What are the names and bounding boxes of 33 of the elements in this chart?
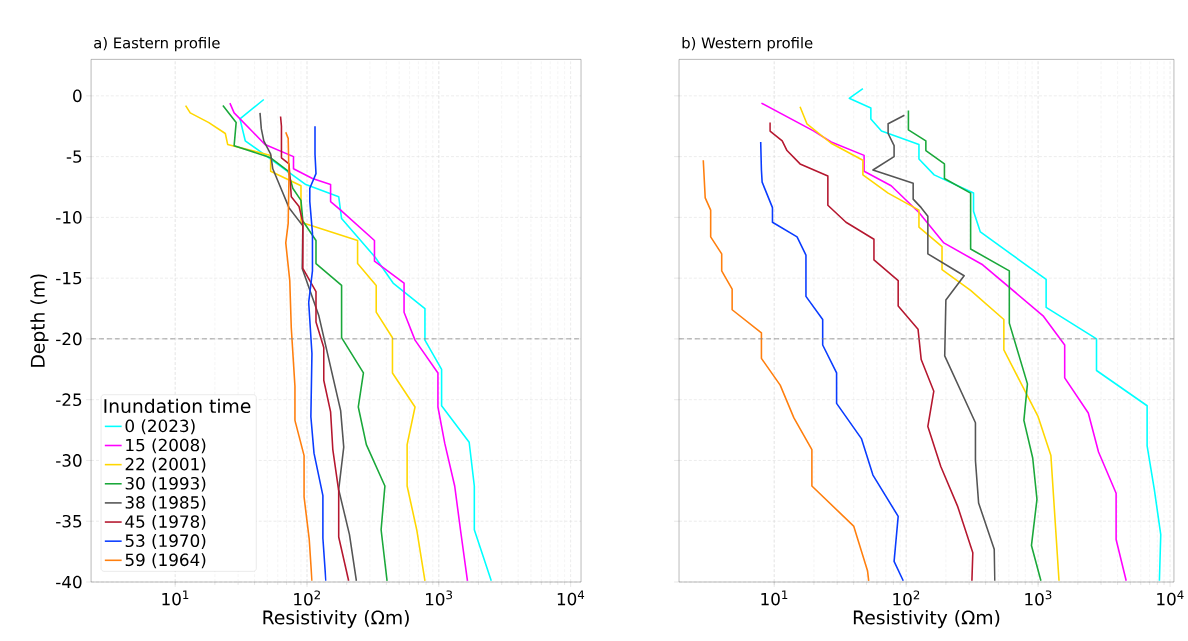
y-tick-label: -5: [66, 150, 82, 163]
legend-label: 38 (1985): [125, 495, 206, 511]
chart-title: b) Western profile: [682, 36, 813, 52]
legend-label: 59 (1964): [125, 553, 206, 568]
legend-title: Inundation time: [104, 398, 251, 413]
y-tick-label: -40: [56, 575, 82, 589]
y-axis-title: Depth (m): [30, 274, 49, 367]
x-tick-label: 10$^{3}$: [426, 590, 453, 606]
y-tick-label: -35: [56, 514, 82, 528]
y-tick-label: -10: [56, 210, 82, 224]
legend-label: 0 (2023): [125, 419, 195, 435]
x-tick-label: 10$^{1}$: [761, 590, 788, 606]
legend-label: 45 (1978): [125, 514, 206, 530]
chart-title: a) Eastern profile: [94, 36, 220, 52]
line-series: [284, 131, 313, 582]
line-series: [307, 125, 327, 582]
x-tick-label: 10$^{2}$: [893, 590, 920, 606]
legend-label: 22 (2001): [125, 457, 206, 473]
x-tick-label: 10$^{4}$: [1157, 590, 1184, 606]
x-tick-label: 10$^{1}$: [162, 590, 189, 606]
y-tick-label: -25: [56, 393, 82, 406]
legend-label: 53 (1970): [125, 533, 206, 549]
legend-label: 30 (1993): [125, 476, 206, 492]
y-tick-label: -20: [56, 332, 82, 346]
y-tick-label: 0: [73, 89, 82, 102]
legend-label: 15 (2008): [126, 438, 206, 454]
y-tick-label: -30: [56, 453, 82, 467]
x-tick-label: 10$^{2}$: [294, 590, 320, 606]
x-axis-title: Resistivity (Ωm): [853, 609, 1000, 628]
y-tick-label: -15: [56, 271, 82, 285]
x-tick-label: 10$^{3}$: [1025, 590, 1052, 606]
x-tick-label: 10$^{4}$: [557, 590, 585, 606]
x-axis-title: Resistivity (Ωm): [263, 609, 409, 628]
